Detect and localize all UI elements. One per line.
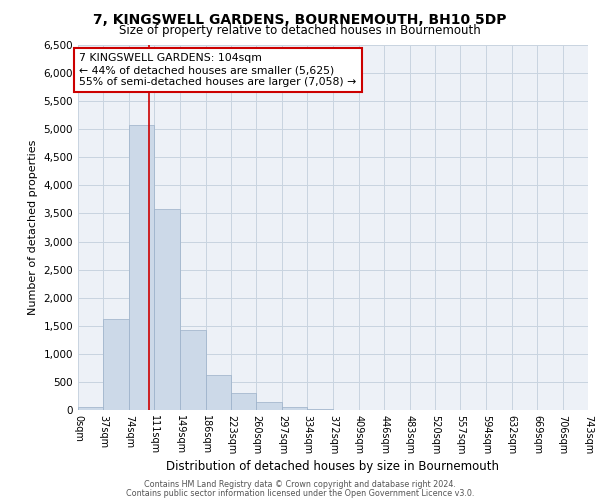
Text: Size of property relative to detached houses in Bournemouth: Size of property relative to detached ho… (119, 24, 481, 37)
Bar (307, 409, 334, 410)
Bar (180, 330, 206, 410)
Text: 7, KINGSWELL GARDENS, BOURNEMOUTH, BH10 5DP: 7, KINGSWELL GARDENS, BOURNEMOUTH, BH10 … (93, 12, 507, 26)
Bar (103, 319, 129, 410)
Text: 7 KINGSWELL GARDENS: 104sqm
← 44% of detached houses are smaller (5,625)
55% of : 7 KINGSWELL GARDENS: 104sqm ← 44% of det… (79, 54, 356, 86)
Bar (231, 393, 256, 410)
Text: Contains public sector information licensed under the Open Government Licence v3: Contains public sector information licen… (126, 488, 474, 498)
Bar (256, 402, 282, 410)
X-axis label: Distribution of detached houses by size in Bournemouth: Distribution of detached houses by size … (167, 460, 499, 473)
Y-axis label: Number of detached properties: Number of detached properties (28, 140, 38, 315)
Bar (154, 209, 180, 410)
Bar (129, 124, 154, 410)
Text: Contains HM Land Registry data © Crown copyright and database right 2024.: Contains HM Land Registry data © Crown c… (144, 480, 456, 489)
Bar (206, 376, 231, 410)
Bar (282, 406, 307, 410)
Bar (78, 407, 103, 410)
